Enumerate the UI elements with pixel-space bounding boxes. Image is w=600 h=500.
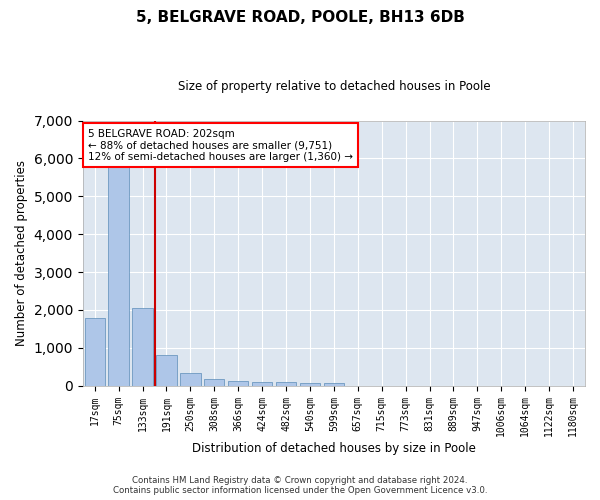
Text: Contains HM Land Registry data © Crown copyright and database right 2024.
Contai: Contains HM Land Registry data © Crown c… xyxy=(113,476,487,495)
Bar xyxy=(300,383,320,386)
Y-axis label: Number of detached properties: Number of detached properties xyxy=(15,160,28,346)
Bar xyxy=(109,166,129,386)
Bar xyxy=(180,372,200,386)
Bar xyxy=(157,354,176,386)
Bar xyxy=(324,384,344,386)
X-axis label: Distribution of detached houses by size in Poole: Distribution of detached houses by size … xyxy=(192,442,476,455)
Bar xyxy=(204,378,224,386)
Bar xyxy=(85,318,105,386)
Text: 5, BELGRAVE ROAD, POOLE, BH13 6DB: 5, BELGRAVE ROAD, POOLE, BH13 6DB xyxy=(136,10,464,25)
Text: 5 BELGRAVE ROAD: 202sqm
← 88% of detached houses are smaller (9,751)
12% of semi: 5 BELGRAVE ROAD: 202sqm ← 88% of detache… xyxy=(88,128,353,162)
Bar xyxy=(252,382,272,386)
Bar xyxy=(228,381,248,386)
Title: Size of property relative to detached houses in Poole: Size of property relative to detached ho… xyxy=(178,80,490,93)
Bar xyxy=(133,308,153,386)
Bar xyxy=(276,382,296,386)
